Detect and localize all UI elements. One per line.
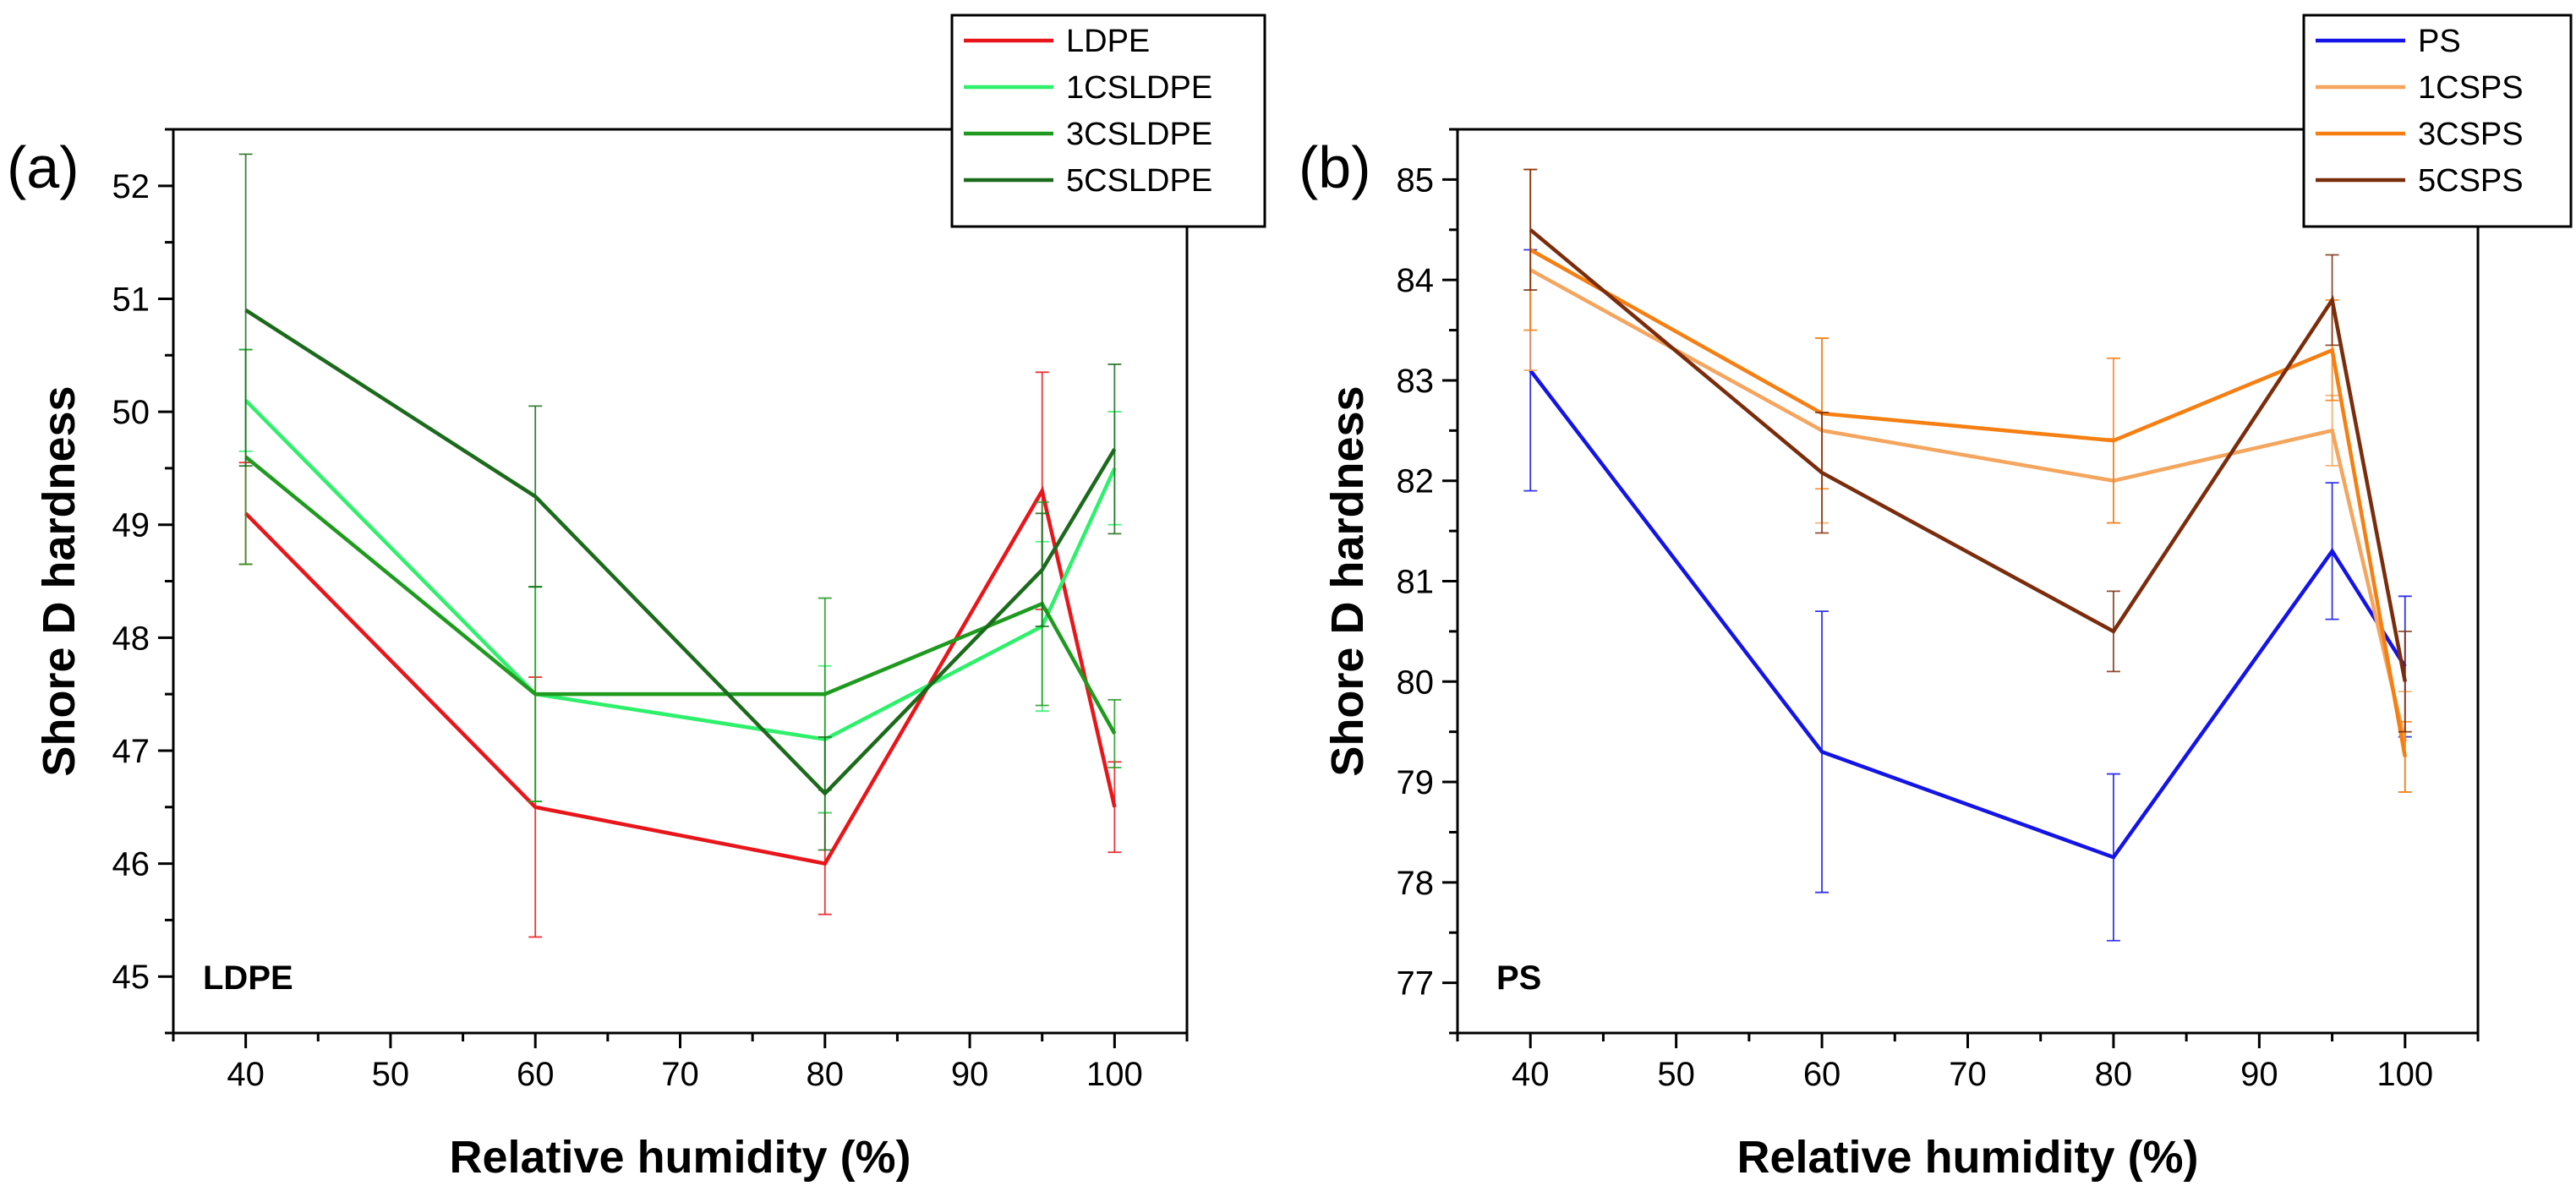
y-tick-label: 77 [1397,965,1435,1003]
chart-panel-1: 40 50 60 70 80 90 100 45 46 47 48 49 50 51 52 Relative … [7,14,1266,1183]
x-tick-label: 50 [1657,1056,1695,1093]
series-line-PS [1529,369,2407,860]
y-tick-label: 81 [1397,564,1435,601]
x-axis-title: Relative humidity (%) [449,1132,911,1183]
plot-frame [172,128,1189,1035]
x-tick-label: 80 [807,1056,845,1093]
y-tick-label: 82 [1397,463,1435,500]
x-tick-label: 80 [2095,1056,2133,1093]
legend-label: 3CSLDPE [1066,117,1212,152]
series-line-1CSLDPE [243,399,1117,741]
legend-label: 1CSPS [2418,70,2524,106]
legend-box [2302,14,2573,228]
legend-label: 3CSPS [2418,117,2524,152]
y-tick-label: 46 [112,846,150,883]
chart-panel-2: 40 50 60 70 80 90 100 77 78 79 80 81 82 83 84 85 Relativ… [1299,14,2573,1183]
x-tick-label: 100 [1086,1056,1143,1093]
x-tick-label: 40 [1512,1056,1550,1093]
y-tick-label: 47 [112,733,150,770]
x-axis-title: Relative humidity (%) [1736,1132,2198,1183]
y-tick-label: 49 [112,507,150,544]
series-5CSPS [1523,168,2412,733]
x-tick-label: 70 [1949,1056,1987,1093]
y-tick-label: 45 [112,959,150,996]
series-3CSLDPE [238,348,1122,802]
series-5CSLDPE [238,153,1122,851]
y-axis-title: Shore D hardness [34,385,85,776]
series-line-LDPE [243,485,1117,866]
y-axis-title: Shore D hardness [1322,385,1373,776]
legend-label: LDPE [1066,24,1150,59]
y-tick-label: 78 [1397,865,1435,902]
y-tick-label: 48 [112,620,150,657]
y-tick-label: 51 [112,281,150,318]
y-tick-label: 85 [1397,161,1435,199]
x-tick-label: 60 [1803,1056,1841,1093]
x-tick-label: 60 [517,1056,555,1093]
x-tick-label: 90 [951,1056,989,1093]
inset-label: PS [1496,959,1541,997]
y-tick-label: 50 [112,394,150,431]
x-tick-label: 90 [2240,1056,2278,1093]
legend-label: 5CSPS [2418,163,2524,199]
plot-frame [1456,128,2480,1035]
legend-label: PS [2418,24,2461,59]
y-tick-label: 52 [112,168,150,205]
series-line-5CSPS [1529,228,2408,682]
legend-label: 1CSLDPE [1066,70,1212,106]
series-3CSPS [1523,168,2412,793]
series-line-3CSPS [1529,248,2408,757]
inset-label: LDPE [203,959,293,997]
y-tick-label: 84 [1397,262,1435,299]
legend: LDPE 1CSLDPE 3CSLDPE 5CSLDPE [950,14,1266,228]
y-tick-label: 79 [1397,764,1435,801]
series-1CSPS [1523,168,2412,793]
y-tick-label: 83 [1397,363,1435,400]
y-tick-label: 80 [1397,664,1435,701]
series-line-3CSLDPE [244,455,1117,735]
series-PS [1523,249,2412,942]
panel-label: (b) [1299,134,1371,200]
panel-label: (a) [7,134,79,200]
x-tick-label: 40 [227,1056,265,1093]
series-line-5CSLDPE [244,308,1117,796]
legend-box [950,14,1266,228]
x-tick-label: 70 [661,1056,699,1093]
x-tick-label: 50 [372,1056,410,1093]
legend-label: 5CSLDPE [1066,163,1212,199]
x-tick-label: 100 [2376,1056,2433,1093]
legend: PS 1CSPS 3CSPS 5CSPS [2302,14,2573,228]
